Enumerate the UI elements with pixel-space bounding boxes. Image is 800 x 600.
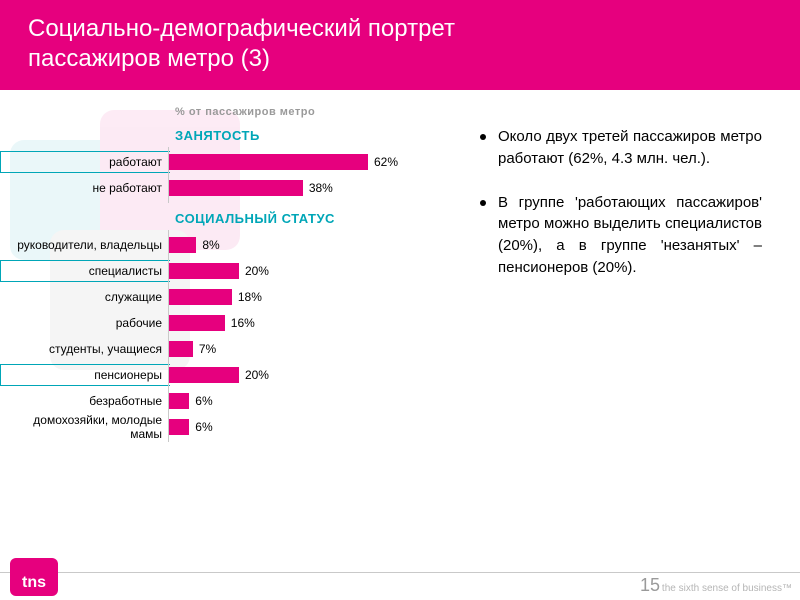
section-label: ЗАНЯТОСТЬ (175, 128, 460, 143)
bar-row: студенты, учащиеся 7% (0, 336, 460, 362)
bar-label: работают (0, 155, 168, 169)
bar-label: не работают (0, 181, 168, 195)
tns-logo: tns (10, 558, 58, 596)
bar-label: безработные (0, 394, 168, 408)
bar (168, 289, 232, 305)
footer-tagline: the sixth sense of business™ (662, 583, 792, 594)
bar-row: домохозяйки, молодые мамы 6% (0, 414, 460, 440)
bar-value: 16% (231, 316, 255, 330)
bar-row: безработные 6% (0, 388, 460, 414)
bar (168, 393, 189, 409)
bar-row: не работают 38% (0, 175, 460, 201)
bar-label: служащие (0, 290, 168, 304)
bar (168, 263, 239, 279)
bullet-dot-icon (480, 134, 486, 140)
bullet-text: В группе 'работающих пассажиров' метро м… (498, 192, 762, 279)
bar-label: специалисты (0, 264, 168, 278)
bullet-list: Около двух третей пассажиров метро работ… (480, 126, 762, 301)
title-line1: Социально-демографический портрет (28, 15, 455, 42)
bullet-text: Около двух третей пассажиров метро работ… (498, 126, 762, 170)
bar-value: 7% (199, 342, 216, 356)
bullet-dot-icon (480, 200, 486, 206)
bar-label: домохозяйки, молодые мамы (0, 413, 168, 441)
bar-row: специалисты 20% (0, 258, 460, 284)
bar-value: 6% (195, 394, 212, 408)
bar-row: руководители, владельцы 8% (0, 232, 460, 258)
bar-value: 8% (202, 238, 219, 252)
bar (168, 419, 189, 435)
bar-value: 18% (238, 290, 262, 304)
bar-row: работают 62% (0, 149, 460, 175)
slide-header: Социально-демографический портрет пассаж… (0, 0, 800, 90)
bar (168, 180, 303, 196)
bullet-item: В группе 'работающих пассажиров' метро м… (480, 192, 762, 279)
bar-chart: % от пассажиров метро ЗАНЯТОСТЬ работают 6… (0, 106, 460, 440)
bar-row: служащие 18% (0, 284, 460, 310)
bar (168, 154, 368, 170)
bar-value: 38% (309, 181, 333, 195)
bar-row: рабочие 16% (0, 310, 460, 336)
title-line2: пассажиров метро (3) (28, 45, 270, 72)
bar (168, 237, 196, 253)
bar (168, 315, 225, 331)
bar (168, 367, 239, 383)
bar (168, 341, 193, 357)
bar-value: 20% (245, 368, 269, 382)
bar-label: пенсионеры (0, 368, 168, 382)
section-label: СОЦИАЛЬНЫЙ СТАТУС (175, 211, 460, 226)
bar-label: студенты, учащиеся (0, 342, 168, 356)
bar-label: руководители, владельцы (0, 238, 168, 252)
bar-value: 62% (374, 155, 398, 169)
page-number: 15 (640, 575, 660, 596)
slide-footer: tns 15 the sixth sense of business™ (0, 572, 800, 600)
bullet-item: Около двух третей пассажиров метро работ… (480, 126, 762, 170)
bar-value: 6% (195, 420, 212, 434)
bar-label: рабочие (0, 316, 168, 330)
bar-value: 20% (245, 264, 269, 278)
bar-row: пенсионеры 20% (0, 362, 460, 388)
chart-caption: % от пассажиров метро (175, 106, 460, 118)
